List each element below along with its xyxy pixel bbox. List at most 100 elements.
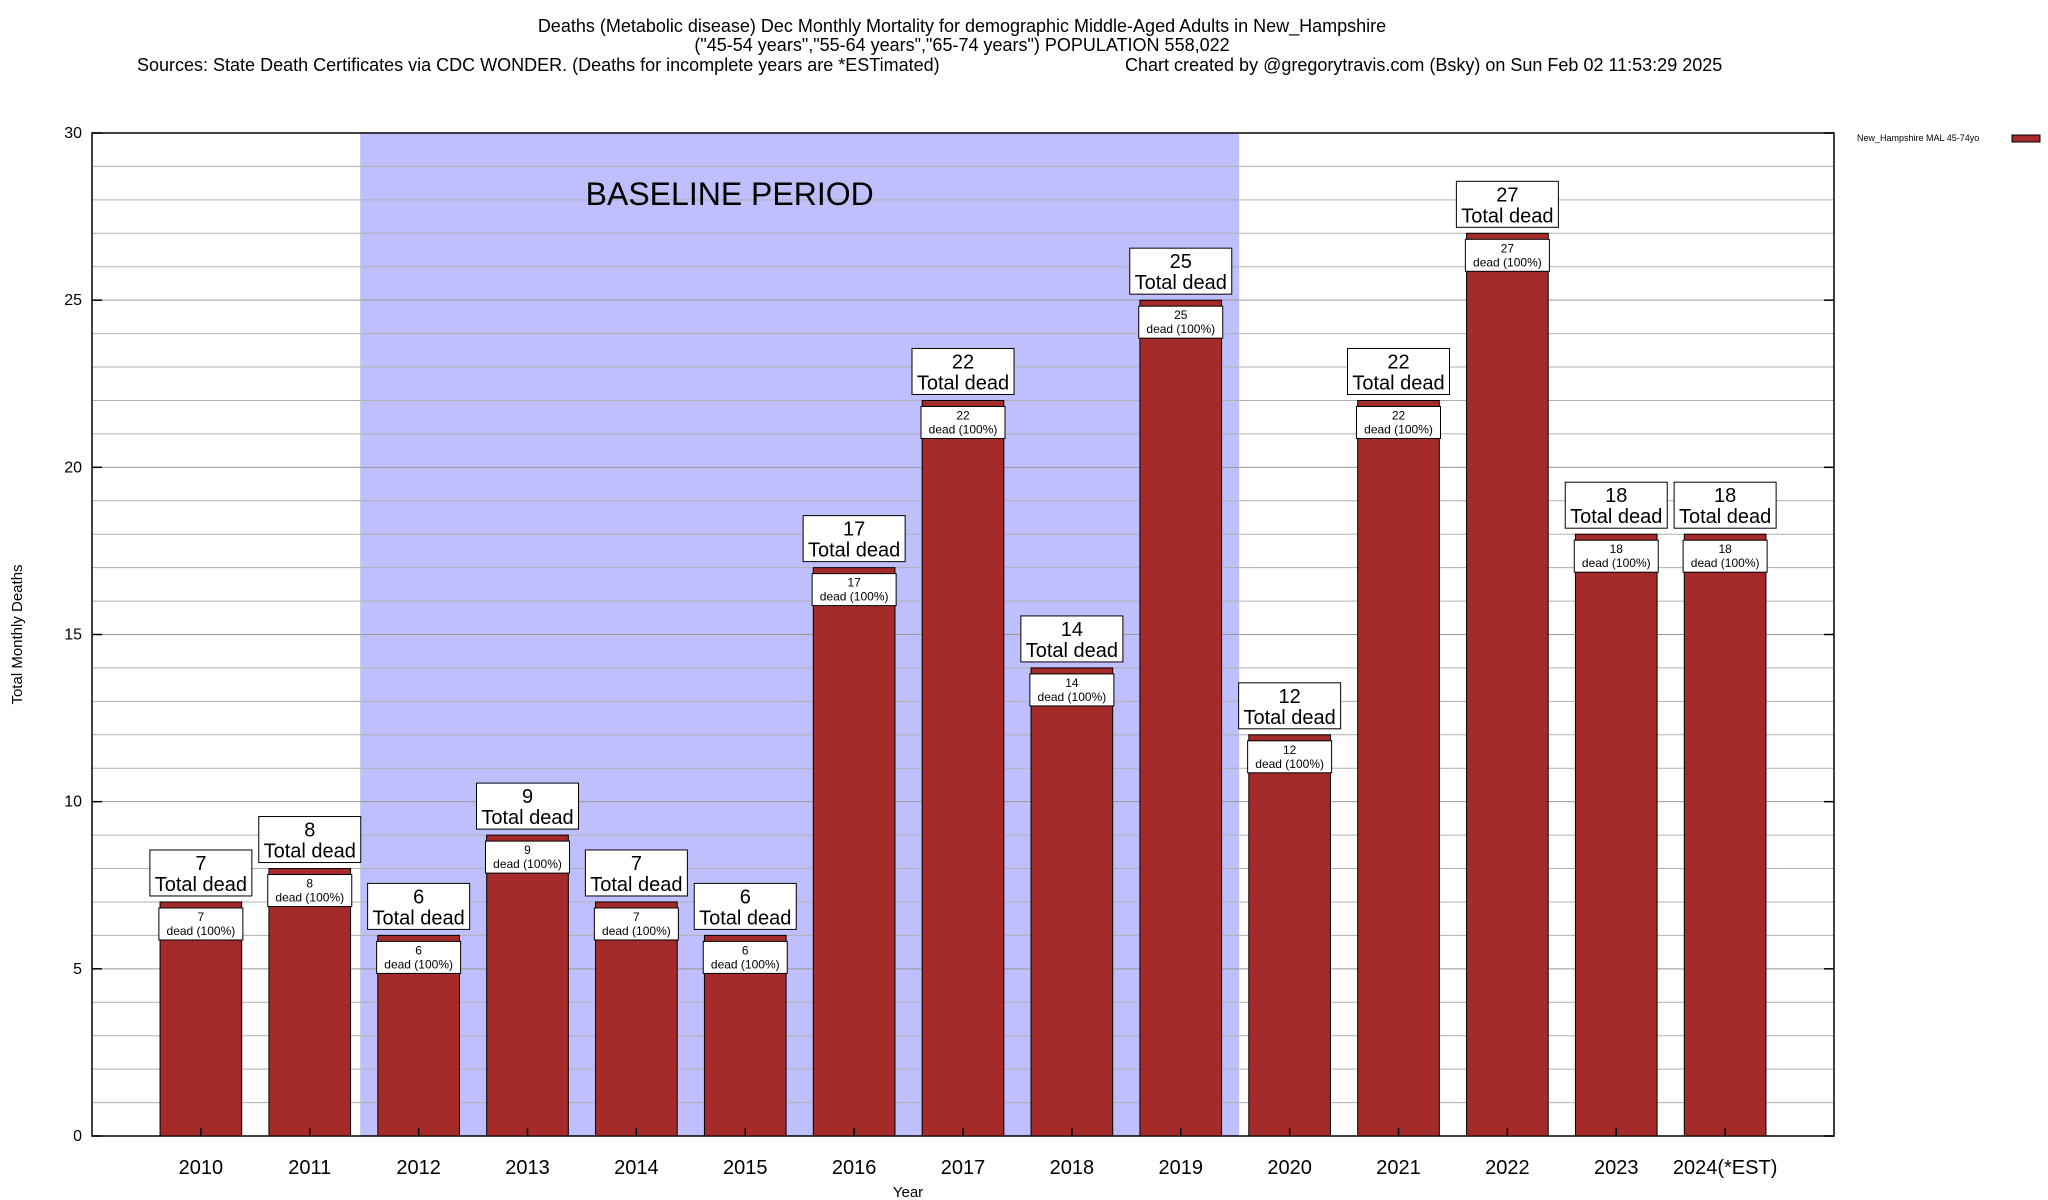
bar-inner-percent: dead (100%) (1364, 422, 1433, 436)
bar-inner-value: 7 (633, 910, 640, 924)
bar (595, 901, 678, 1137)
bar-top-value: 6 (413, 886, 424, 908)
bar-inner-percent: dead (100%) (275, 891, 344, 905)
bar-inner-label-box (158, 907, 244, 941)
bar-inner-value: 6 (742, 943, 749, 957)
bar-inner-label-box (376, 940, 462, 974)
bar (1139, 299, 1223, 1137)
bar-top-label-box (1020, 615, 1124, 663)
bar (1357, 399, 1440, 1137)
bar-inner-label-box (1464, 238, 1550, 272)
x-tick-label: 2016 (832, 1157, 877, 1179)
x-tick-label: 2020 (1267, 1157, 1312, 1179)
bar-top-label-box (1347, 347, 1450, 395)
legend-label: New_Hampshire MAL 45-74yo (1857, 133, 1979, 143)
bar-top-value: 8 (304, 820, 315, 842)
bar (268, 868, 352, 1137)
bar-inner-percent: dead (100%) (493, 857, 562, 871)
bar-top-value: 25 (1170, 251, 1192, 273)
bar-inner-label-box (920, 405, 1006, 439)
chart-sources: Sources: State Death Certificates via CD… (137, 55, 940, 75)
bar-inner-percent: dead (100%) (1255, 757, 1324, 771)
bar (1574, 533, 1658, 1137)
x-axis-title: Year (893, 1184, 923, 1200)
bar-inner-value: 9 (524, 843, 531, 857)
bar-top-caption: Total dead (590, 874, 682, 896)
x-tick-label: 2023 (1594, 1157, 1639, 1179)
bar (921, 399, 1005, 1137)
bar (812, 567, 896, 1137)
bar-inner-value: 7 (198, 910, 205, 924)
bar-inner-value: 25 (1174, 308, 1188, 322)
bar-inner-label-box (1138, 305, 1224, 339)
x-tick-label: 2013 (505, 1157, 550, 1179)
bar (486, 834, 569, 1137)
legend-swatch (2011, 134, 2041, 143)
bar-inner-percent: dead (100%) (384, 957, 453, 971)
bar-top-label-box (584, 849, 688, 897)
bar-inner-label-box (1356, 405, 1441, 439)
bar-top-value: 7 (631, 853, 642, 875)
bar-top-label-box (149, 849, 253, 897)
bar-top-label-box (1564, 481, 1668, 529)
bar-top-label-box (476, 782, 579, 830)
bar-top-label-box (258, 816, 362, 864)
bar-top-value: 17 (843, 519, 865, 541)
bar (1466, 232, 1549, 1137)
y-tick-label: 0 (73, 1128, 82, 1145)
bar-inner-percent: dead (100%) (1473, 255, 1542, 269)
y-tick-label: 10 (64, 794, 82, 811)
bar-inner-label-box (1247, 740, 1333, 774)
bar-top-value: 6 (740, 886, 751, 908)
bar-inner-label-box (267, 874, 353, 908)
bar (1248, 734, 1331, 1137)
bar-inner-percent: dead (100%) (1038, 690, 1107, 704)
bar-inner-percent: dead (100%) (1691, 556, 1760, 570)
bar-top-caption: Total dead (481, 807, 573, 829)
bar-top-value: 12 (1279, 686, 1301, 708)
y-tick-label: 20 (64, 459, 82, 476)
bar-top-label-box (911, 347, 1015, 395)
bar-inner-label-box (811, 573, 897, 607)
bar-inner-value: 18 (1718, 542, 1732, 556)
bar-top-label-box (1238, 682, 1342, 730)
x-tick-label: 2012 (396, 1157, 441, 1179)
bar (1683, 533, 1767, 1137)
y-axis-title: Total Monthly Deaths (9, 564, 26, 704)
bar-top-label-box (802, 515, 906, 563)
bar-top-value: 27 (1496, 184, 1518, 206)
bar-top-caption: Total dead (808, 540, 900, 562)
bar-inner-label-box (702, 940, 788, 974)
bar (159, 901, 243, 1137)
x-tick-label: 2011 (288, 1157, 331, 1179)
bar-top-label-box (1129, 247, 1233, 295)
y-tick-label: 25 (64, 292, 82, 309)
bar-inner-value: 6 (415, 943, 422, 957)
x-tick-label: 2022 (1485, 1157, 1530, 1179)
x-tick-label: 2010 (179, 1157, 224, 1179)
x-tick-label: 2024(*EST) (1673, 1157, 1778, 1179)
x-tick-label: 2021 (1376, 1157, 1421, 1179)
bar-top-caption: Total dead (372, 907, 464, 929)
bar-top-caption: Total dead (1461, 205, 1553, 227)
bar-top-value: 22 (1387, 351, 1409, 373)
x-tick-label: 2019 (1159, 1157, 1204, 1179)
baseline-period-label: BASELINE PERIOD (586, 176, 874, 212)
bar-top-value: 22 (952, 351, 974, 373)
bar-top-value: 18 (1605, 485, 1627, 507)
bar-inner-label-box (1029, 673, 1115, 707)
bar-inner-percent: dead (100%) (820, 590, 889, 604)
bar-inner-value: 8 (306, 877, 313, 891)
bar-inner-percent: dead (100%) (167, 924, 236, 938)
bar-top-caption: Total dead (1679, 506, 1771, 528)
x-tick-label: 2015 (723, 1157, 768, 1179)
chart-subtitle: ("45-54 years","55-64 years","65-74 year… (694, 35, 1229, 55)
bar-inner-percent: dead (100%) (711, 957, 780, 971)
bar-top-caption: Total dead (1352, 372, 1444, 394)
x-tick-label: 2014 (614, 1157, 659, 1179)
bar-top-label-box (367, 882, 471, 930)
y-tick-label: 15 (64, 627, 82, 644)
bar-inner-label-box (485, 840, 570, 874)
chart-credit: Chart created by @gregorytravis.com (Bsk… (1125, 55, 1722, 75)
